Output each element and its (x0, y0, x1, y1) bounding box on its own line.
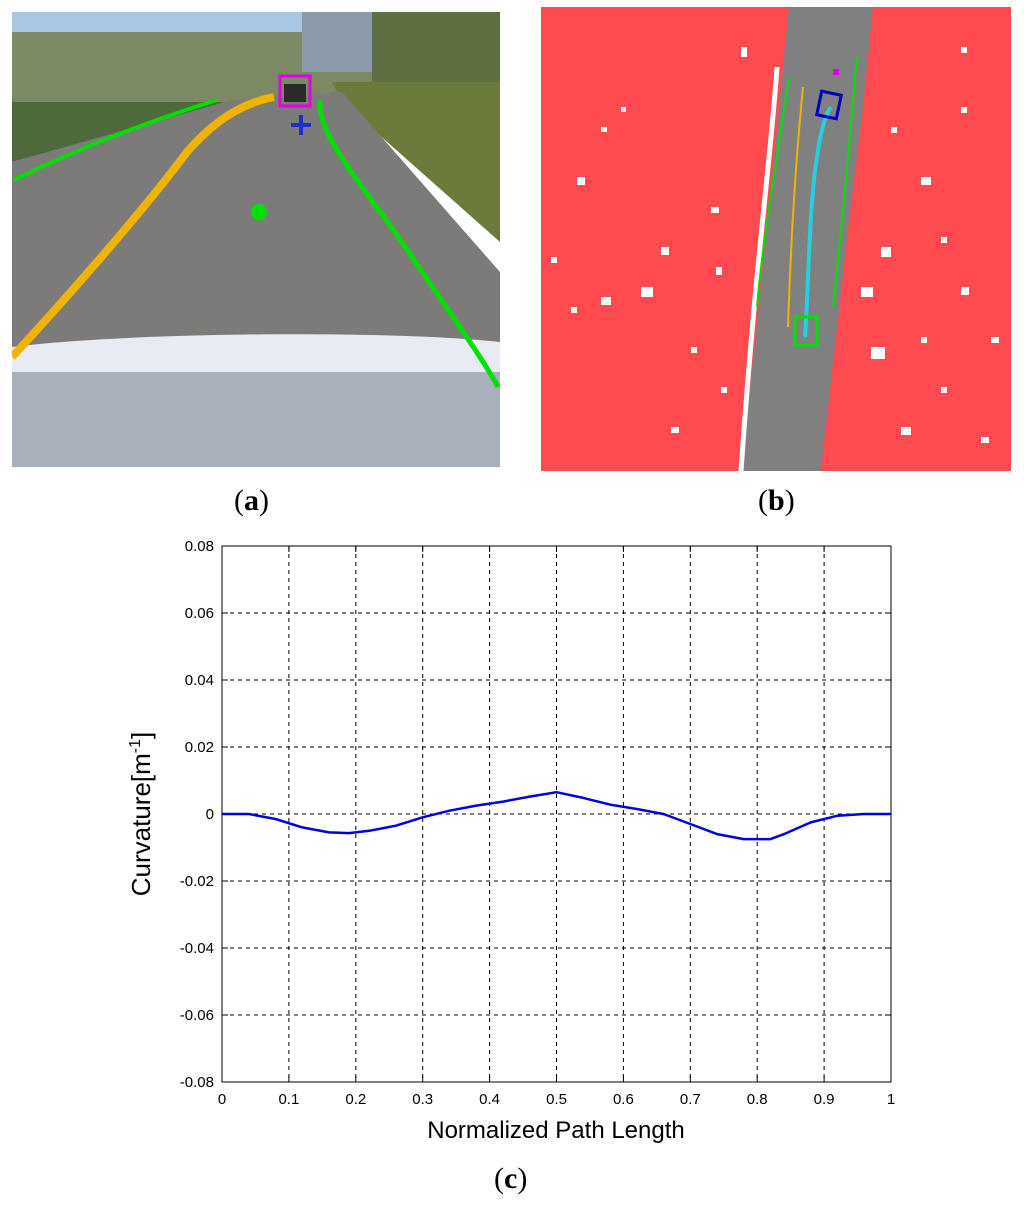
x-tick-label: 0.2 (345, 1091, 366, 1108)
chart-series-group (221, 790, 892, 841)
curvature-data-point (863, 813, 865, 815)
y-tick-label: 0.02 (185, 739, 214, 756)
road-boundary (738, 66, 780, 472)
curvature-series-line (222, 790, 891, 841)
curvature-data-point (395, 824, 397, 827)
ego-vehicle-box (793, 315, 819, 347)
chart-axis-ticks: 0 0.1 0.2 0.3 0.4 0.5 0.6 0.7 0.8 0.9 1 0.08 0.06 0.0… (180, 538, 895, 1108)
curvature-data-point (274, 818, 277, 820)
x-tick-label: 0.3 (412, 1091, 433, 1108)
drivable-road (741, 7, 873, 471)
curvature-data-point (448, 809, 451, 812)
road-edge-line (9, 93, 275, 360)
vehicle-position-dot (251, 204, 267, 220)
curvature-data-point (836, 814, 839, 817)
curvature-data-point (248, 813, 250, 815)
y-tick-label: -0.08 (180, 1074, 214, 1091)
curvature-data-point (890, 813, 892, 815)
x-tick-label: 0.9 (814, 1091, 835, 1108)
chart-plot-area (221, 545, 892, 1083)
target-marker (833, 69, 839, 75)
curvature-data-point (301, 826, 304, 829)
curvature-data-point (421, 816, 424, 819)
camera-view-panel (9, 12, 501, 467)
x-tick-label: 0.4 (479, 1091, 500, 1108)
goal-cross-marker (291, 115, 311, 135)
curvature-data-point (716, 833, 718, 835)
y-tick-label: 0 (206, 806, 214, 823)
curvature-data-point (582, 797, 585, 799)
curvature-data-point (769, 838, 772, 840)
target-vehicle-box (278, 74, 312, 108)
curvature-data-point (348, 832, 350, 834)
curvature-data-point (809, 821, 812, 824)
y-axis-label: Curvature[m-1] (126, 732, 156, 897)
building (302, 12, 382, 72)
curvature-data-point (221, 813, 223, 815)
right-lane-line (317, 99, 501, 389)
curvature-data-point (368, 830, 371, 832)
x-tick-label: 0.1 (278, 1091, 299, 1108)
curvature-data-point (689, 823, 692, 825)
left-lane-line (756, 76, 790, 308)
y-tick-label: -0.02 (180, 873, 214, 890)
target-vehicle (284, 84, 306, 102)
curvature-data-point (475, 804, 478, 807)
curvature-data-point (609, 803, 611, 806)
camera-view-image (9, 12, 501, 467)
obstacle-points (551, 47, 999, 443)
curvature-data-point (743, 838, 745, 840)
road-edge-line (787, 86, 804, 328)
x-tick-label: 0.7 (680, 1091, 701, 1108)
y-tick-label: -0.04 (180, 940, 214, 957)
x-axis-label: Normalized Path Length (427, 1117, 684, 1144)
panel-b-label: (b) (758, 484, 795, 517)
hood-reflection (12, 372, 500, 467)
panel-c-label: (c) (494, 1162, 528, 1195)
y-tick-label: 0.06 (185, 605, 214, 622)
y-tick-label: 0.04 (185, 672, 214, 689)
x-tick-label: 1 (887, 1091, 895, 1108)
panel-a-label: (a) (234, 484, 269, 517)
curvature-data-point (528, 795, 531, 798)
right-lane-line (832, 56, 858, 308)
x-tick-label: 0.8 (747, 1091, 768, 1108)
y-tick-label: 0.08 (185, 538, 214, 555)
curvature-data-point (555, 791, 558, 793)
y-tick-label: -0.06 (180, 1007, 214, 1024)
curvature-data-point (783, 833, 785, 835)
curvature-data-point (662, 813, 665, 815)
chart-grid (222, 546, 891, 1082)
occupancy-grid-image (541, 7, 1011, 472)
curvature-data-point (636, 808, 638, 810)
x-tick-label: 0.6 (613, 1091, 634, 1108)
planned-path (803, 105, 833, 338)
car-hood (12, 334, 500, 467)
grass (332, 82, 500, 242)
x-tick-label: 0 (218, 1091, 226, 1108)
left-lane-line (13, 98, 218, 182)
occupancy-grid-panel (541, 7, 1011, 472)
curvature-data-point (328, 831, 330, 834)
curvature-data-point (502, 800, 504, 803)
x-tick-label: 0.5 (546, 1091, 567, 1108)
road (12, 92, 500, 352)
target-vehicle-box (814, 89, 844, 121)
